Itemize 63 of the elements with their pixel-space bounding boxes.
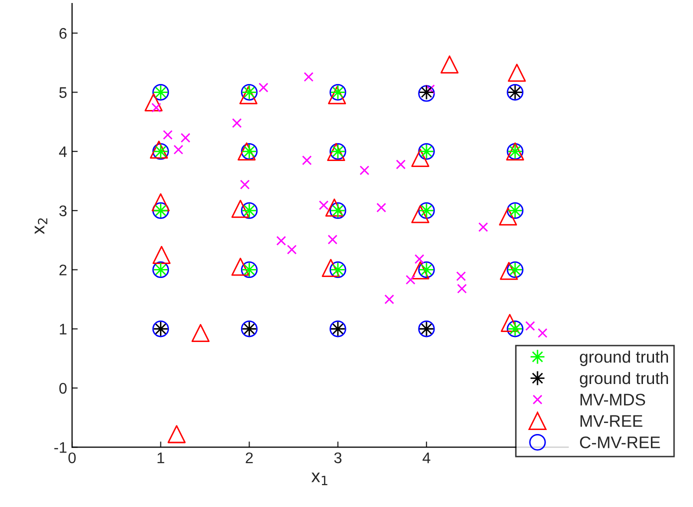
x-tick-label: 3 (334, 452, 342, 464)
point (318, 200, 329, 210)
point (384, 294, 394, 304)
point (456, 271, 466, 282)
point (325, 198, 344, 217)
point (411, 205, 430, 224)
point (525, 321, 536, 331)
point (396, 160, 406, 170)
y-tick-label: 3 (59, 205, 67, 216)
point (258, 82, 268, 92)
x-tick-label: 1 (158, 452, 164, 464)
x-tick-label: 4 (422, 452, 430, 464)
point (478, 222, 488, 232)
point (411, 148, 430, 167)
legend-label: ground truth (580, 350, 668, 366)
y-tick-label: 2 (59, 264, 66, 276)
point (231, 258, 250, 276)
point (508, 64, 526, 82)
point (152, 246, 171, 264)
y-tick-label: 4 (59, 146, 67, 157)
y-tick-label: 6 (59, 28, 67, 39)
point (538, 328, 548, 338)
point (500, 262, 518, 280)
legend-label: ground truth (580, 372, 668, 388)
x-tick-label: 2 (246, 452, 253, 464)
point (302, 155, 312, 166)
y-tick-label: -1 (54, 442, 66, 453)
point (500, 314, 519, 332)
legend-label: MV-REE (580, 415, 642, 427)
point (376, 202, 386, 212)
legend-label: C-MV-REE (580, 436, 660, 448)
point (328, 86, 346, 104)
x-axis-title: x$_{1}$ (311, 472, 328, 486)
point (457, 284, 467, 294)
point (168, 425, 186, 444)
point (240, 180, 250, 190)
point (276, 236, 286, 246)
point (414, 254, 424, 264)
point (238, 142, 256, 160)
point (232, 118, 242, 128)
point (498, 207, 518, 226)
point (239, 86, 258, 104)
y-tick-label: 1 (60, 324, 66, 334)
y-tick-label: 0 (59, 382, 67, 394)
point (406, 274, 416, 285)
point (192, 324, 210, 342)
point (231, 200, 250, 218)
point (174, 144, 184, 155)
point (322, 258, 340, 277)
point (144, 93, 163, 112)
point (440, 55, 459, 74)
point (162, 130, 173, 140)
y-tick-label: 5 (59, 87, 67, 98)
point (180, 132, 190, 143)
point (328, 234, 338, 244)
y-axis-title: x$_{2}$ (34, 218, 48, 234)
point (286, 244, 297, 254)
point (360, 165, 370, 176)
x-tick-label: 0 (68, 452, 76, 464)
point (411, 261, 430, 280)
legend-label: MV-MDS (580, 394, 646, 406)
point (151, 102, 162, 113)
point (304, 72, 314, 82)
